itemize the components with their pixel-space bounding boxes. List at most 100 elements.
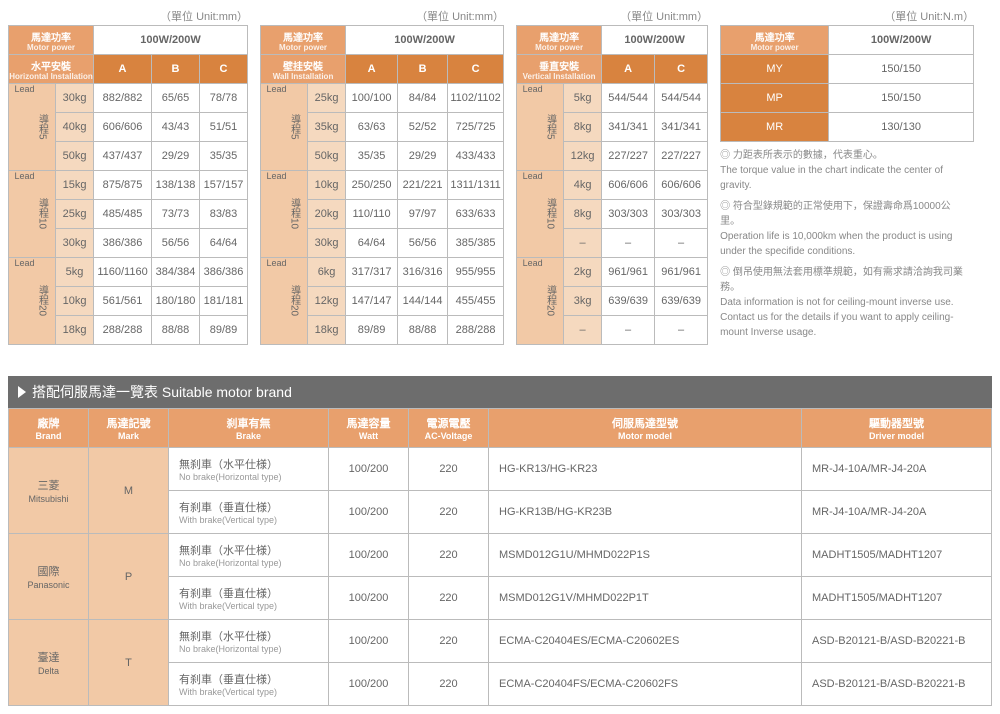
data-cell: 316/316 bbox=[398, 258, 448, 287]
hdr-motor-power: 馬達功率Motor power bbox=[517, 26, 602, 55]
kg-cell: 8kg bbox=[564, 113, 602, 142]
driver-cell: MADHT1505/MADHT1207 bbox=[802, 534, 992, 577]
param-label: MR bbox=[721, 113, 829, 142]
watt-cell: 100/200 bbox=[329, 491, 409, 534]
unit-mm: （單位 Unit:mm） bbox=[8, 8, 248, 24]
param-label: MP bbox=[721, 84, 829, 113]
kg-cell: 6kg bbox=[308, 258, 346, 287]
unit-mm: （單位 Unit:mm） bbox=[516, 8, 708, 24]
kg-cell: 25kg bbox=[308, 84, 346, 113]
brake-cell: 無刹車（水平仕様）No brake(Horizontal type) bbox=[169, 448, 329, 491]
col-driver: 驅動器型號Driver model bbox=[802, 409, 992, 448]
hdr-C: C bbox=[448, 55, 504, 84]
chevron-right-icon bbox=[18, 386, 26, 398]
data-cell: 386/386 bbox=[200, 258, 248, 287]
data-cell: 341/341 bbox=[655, 113, 708, 142]
data-cell: 89/89 bbox=[200, 316, 248, 345]
data-cell: 250/250 bbox=[346, 171, 398, 200]
data-cell: 961/961 bbox=[655, 258, 708, 287]
col-watt: 馬達容量Watt bbox=[329, 409, 409, 448]
motor-cell: MSMD012G1U/MHMD022P1S bbox=[489, 534, 802, 577]
volt-cell: 220 bbox=[409, 534, 489, 577]
kg-cell: 10kg bbox=[308, 171, 346, 200]
mark-cell: T bbox=[89, 620, 169, 706]
col-motor: 伺服馬達型號Motor model bbox=[489, 409, 802, 448]
lead-label: 導程5Lead bbox=[9, 84, 56, 171]
col-brake: 刹車有無Brake bbox=[169, 409, 329, 448]
brake-cell: 有刹車（垂直仕様）With brake(Vertical type) bbox=[169, 663, 329, 706]
data-cell: 882/882 bbox=[94, 84, 152, 113]
data-cell: – bbox=[602, 316, 655, 345]
hdr-B: B bbox=[152, 55, 200, 84]
lead-label: 導程5Lead bbox=[261, 84, 308, 171]
data-cell: 100/100 bbox=[346, 84, 398, 113]
watt-cell: 100/200 bbox=[329, 448, 409, 491]
data-cell: 56/56 bbox=[398, 229, 448, 258]
data-cell: 606/606 bbox=[602, 171, 655, 200]
data-cell: 88/88 bbox=[152, 316, 200, 345]
section-title: 搭配伺服馬達一覽表 Suitable motor brand bbox=[32, 382, 292, 402]
data-cell: 35/35 bbox=[346, 142, 398, 171]
driver-cell: ASD-B20121-B/ASD-B20221-B bbox=[802, 663, 992, 706]
data-cell: 725/725 bbox=[448, 113, 504, 142]
motor-cell: HG-KR13B/HG-KR23B bbox=[489, 491, 802, 534]
data-cell: 83/83 bbox=[200, 200, 248, 229]
motor-cell: ECMA-C20404ES/ECMA-C20602ES bbox=[489, 620, 802, 663]
kg-cell: 50kg bbox=[56, 142, 94, 171]
data-cell: 606/606 bbox=[94, 113, 152, 142]
col-volt: 電源電壓AC-Voltage bbox=[409, 409, 489, 448]
kg-cell: 12kg bbox=[564, 142, 602, 171]
data-cell: 561/561 bbox=[94, 287, 152, 316]
hdr-motor-power: 馬達功率Motor power bbox=[261, 26, 346, 55]
data-cell: 544/544 bbox=[602, 84, 655, 113]
data-cell: 1311/1311 bbox=[448, 171, 504, 200]
motor-cell: HG-KR13/HG-KR23 bbox=[489, 448, 802, 491]
table3-block: （單位 Unit:mm） 馬達功率Motor power 100W/200W 垂… bbox=[516, 8, 708, 345]
brand-cell: 三菱Mitsubishi bbox=[9, 448, 89, 534]
volt-cell: 220 bbox=[409, 663, 489, 706]
mark-cell: M bbox=[89, 448, 169, 534]
kg-cell: 50kg bbox=[308, 142, 346, 171]
param-label: MY bbox=[721, 55, 829, 84]
volt-cell: 220 bbox=[409, 448, 489, 491]
kg-cell: – bbox=[564, 229, 602, 258]
data-cell: 52/52 bbox=[398, 113, 448, 142]
brake-cell: 無刹車（水平仕様）No brake(Horizontal type) bbox=[169, 534, 329, 577]
data-cell: 385/385 bbox=[448, 229, 504, 258]
hdr-B: B bbox=[398, 55, 448, 84]
kg-cell: 10kg bbox=[56, 287, 94, 316]
data-cell: 639/639 bbox=[655, 287, 708, 316]
data-cell: 384/384 bbox=[152, 258, 200, 287]
hdr-install: 壁挂安裝Wall Installation bbox=[261, 55, 346, 84]
data-cell: 227/227 bbox=[602, 142, 655, 171]
lead-label: 導程10Lead bbox=[517, 171, 564, 258]
brand-cell: 臺達Delta bbox=[9, 620, 89, 706]
kg-cell: 30kg bbox=[56, 84, 94, 113]
data-cell: 147/147 bbox=[346, 287, 398, 316]
data-cell: 84/84 bbox=[398, 84, 448, 113]
lead-label: 導程20Lead bbox=[9, 258, 56, 345]
data-cell: 43/43 bbox=[152, 113, 200, 142]
kg-cell: 5kg bbox=[564, 84, 602, 113]
hdr-install: 垂直安裝Vertical Installation bbox=[517, 55, 602, 84]
hdr-motor-power: 馬達功率Motor power bbox=[9, 26, 94, 55]
table2: 馬達功率Motor power 100W/200W 壁挂安裝Wall Insta… bbox=[260, 25, 504, 345]
param-value: 130/130 bbox=[829, 113, 974, 142]
data-cell: 35/35 bbox=[200, 142, 248, 171]
data-cell: 955/955 bbox=[448, 258, 504, 287]
param-value: 150/150 bbox=[829, 55, 974, 84]
motor-cell: MSMD012G1V/MHMD022P1T bbox=[489, 577, 802, 620]
hdr-motor-power: 馬達功率Motor power bbox=[721, 26, 829, 55]
data-cell: 56/56 bbox=[152, 229, 200, 258]
brake-cell: 有刹車（垂直仕様）With brake(Vertical type) bbox=[169, 577, 329, 620]
hdr-watts: 100W/200W bbox=[346, 26, 504, 55]
data-cell: 606/606 bbox=[655, 171, 708, 200]
data-cell: 639/639 bbox=[602, 287, 655, 316]
kg-cell: 30kg bbox=[56, 229, 94, 258]
data-cell: 341/341 bbox=[602, 113, 655, 142]
kg-cell: 12kg bbox=[308, 287, 346, 316]
motor-brand-table: 廠牌Brand 馬達記號Mark 刹車有無Brake 馬達容量Watt 電源電壓… bbox=[8, 408, 992, 706]
hdr-install: 水平安裝Horizontal Installation bbox=[9, 55, 94, 84]
kg-cell: 2kg bbox=[564, 258, 602, 287]
data-cell: 144/144 bbox=[398, 287, 448, 316]
